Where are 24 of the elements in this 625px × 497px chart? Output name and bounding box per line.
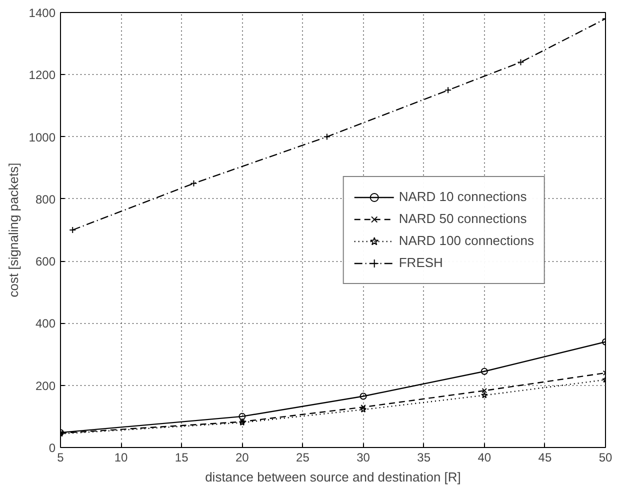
x-tick-label: 5 <box>57 450 64 464</box>
x-tick-label: 15 <box>174 450 189 464</box>
y-tick-label: 1200 <box>28 68 56 82</box>
x-tick-label: 10 <box>114 450 128 464</box>
x-axis-title: distance between source and destination [R] <box>205 470 461 484</box>
legend-label: NARD 10 connections <box>398 189 527 204</box>
y-tick-label: 600 <box>35 254 56 269</box>
legend-label: NARD 50 connections <box>398 211 527 226</box>
x-tick-label: 30 <box>356 450 370 464</box>
y-tick-label: 1400 <box>28 6 56 20</box>
x-tick-label: 20 <box>235 450 250 464</box>
y-tick-label: 1000 <box>28 130 56 144</box>
y-tick-label: 200 <box>35 378 56 393</box>
x-tick-label: 25 <box>296 450 310 464</box>
y-tick-label: 800 <box>35 192 56 206</box>
legend-label: NARD 100 connections <box>398 233 534 248</box>
y-tick-label: 400 <box>35 316 56 331</box>
y-tick-label: 0 <box>48 441 56 455</box>
x-tick-label: 50 <box>598 450 612 464</box>
legend-label: FRESH <box>398 255 443 270</box>
y-axis-title: cost [signaling packets] <box>6 162 21 298</box>
x-tick-label: 40 <box>478 450 492 464</box>
x-tick-label: 45 <box>538 450 552 464</box>
x-tick-label: 35 <box>417 450 431 464</box>
